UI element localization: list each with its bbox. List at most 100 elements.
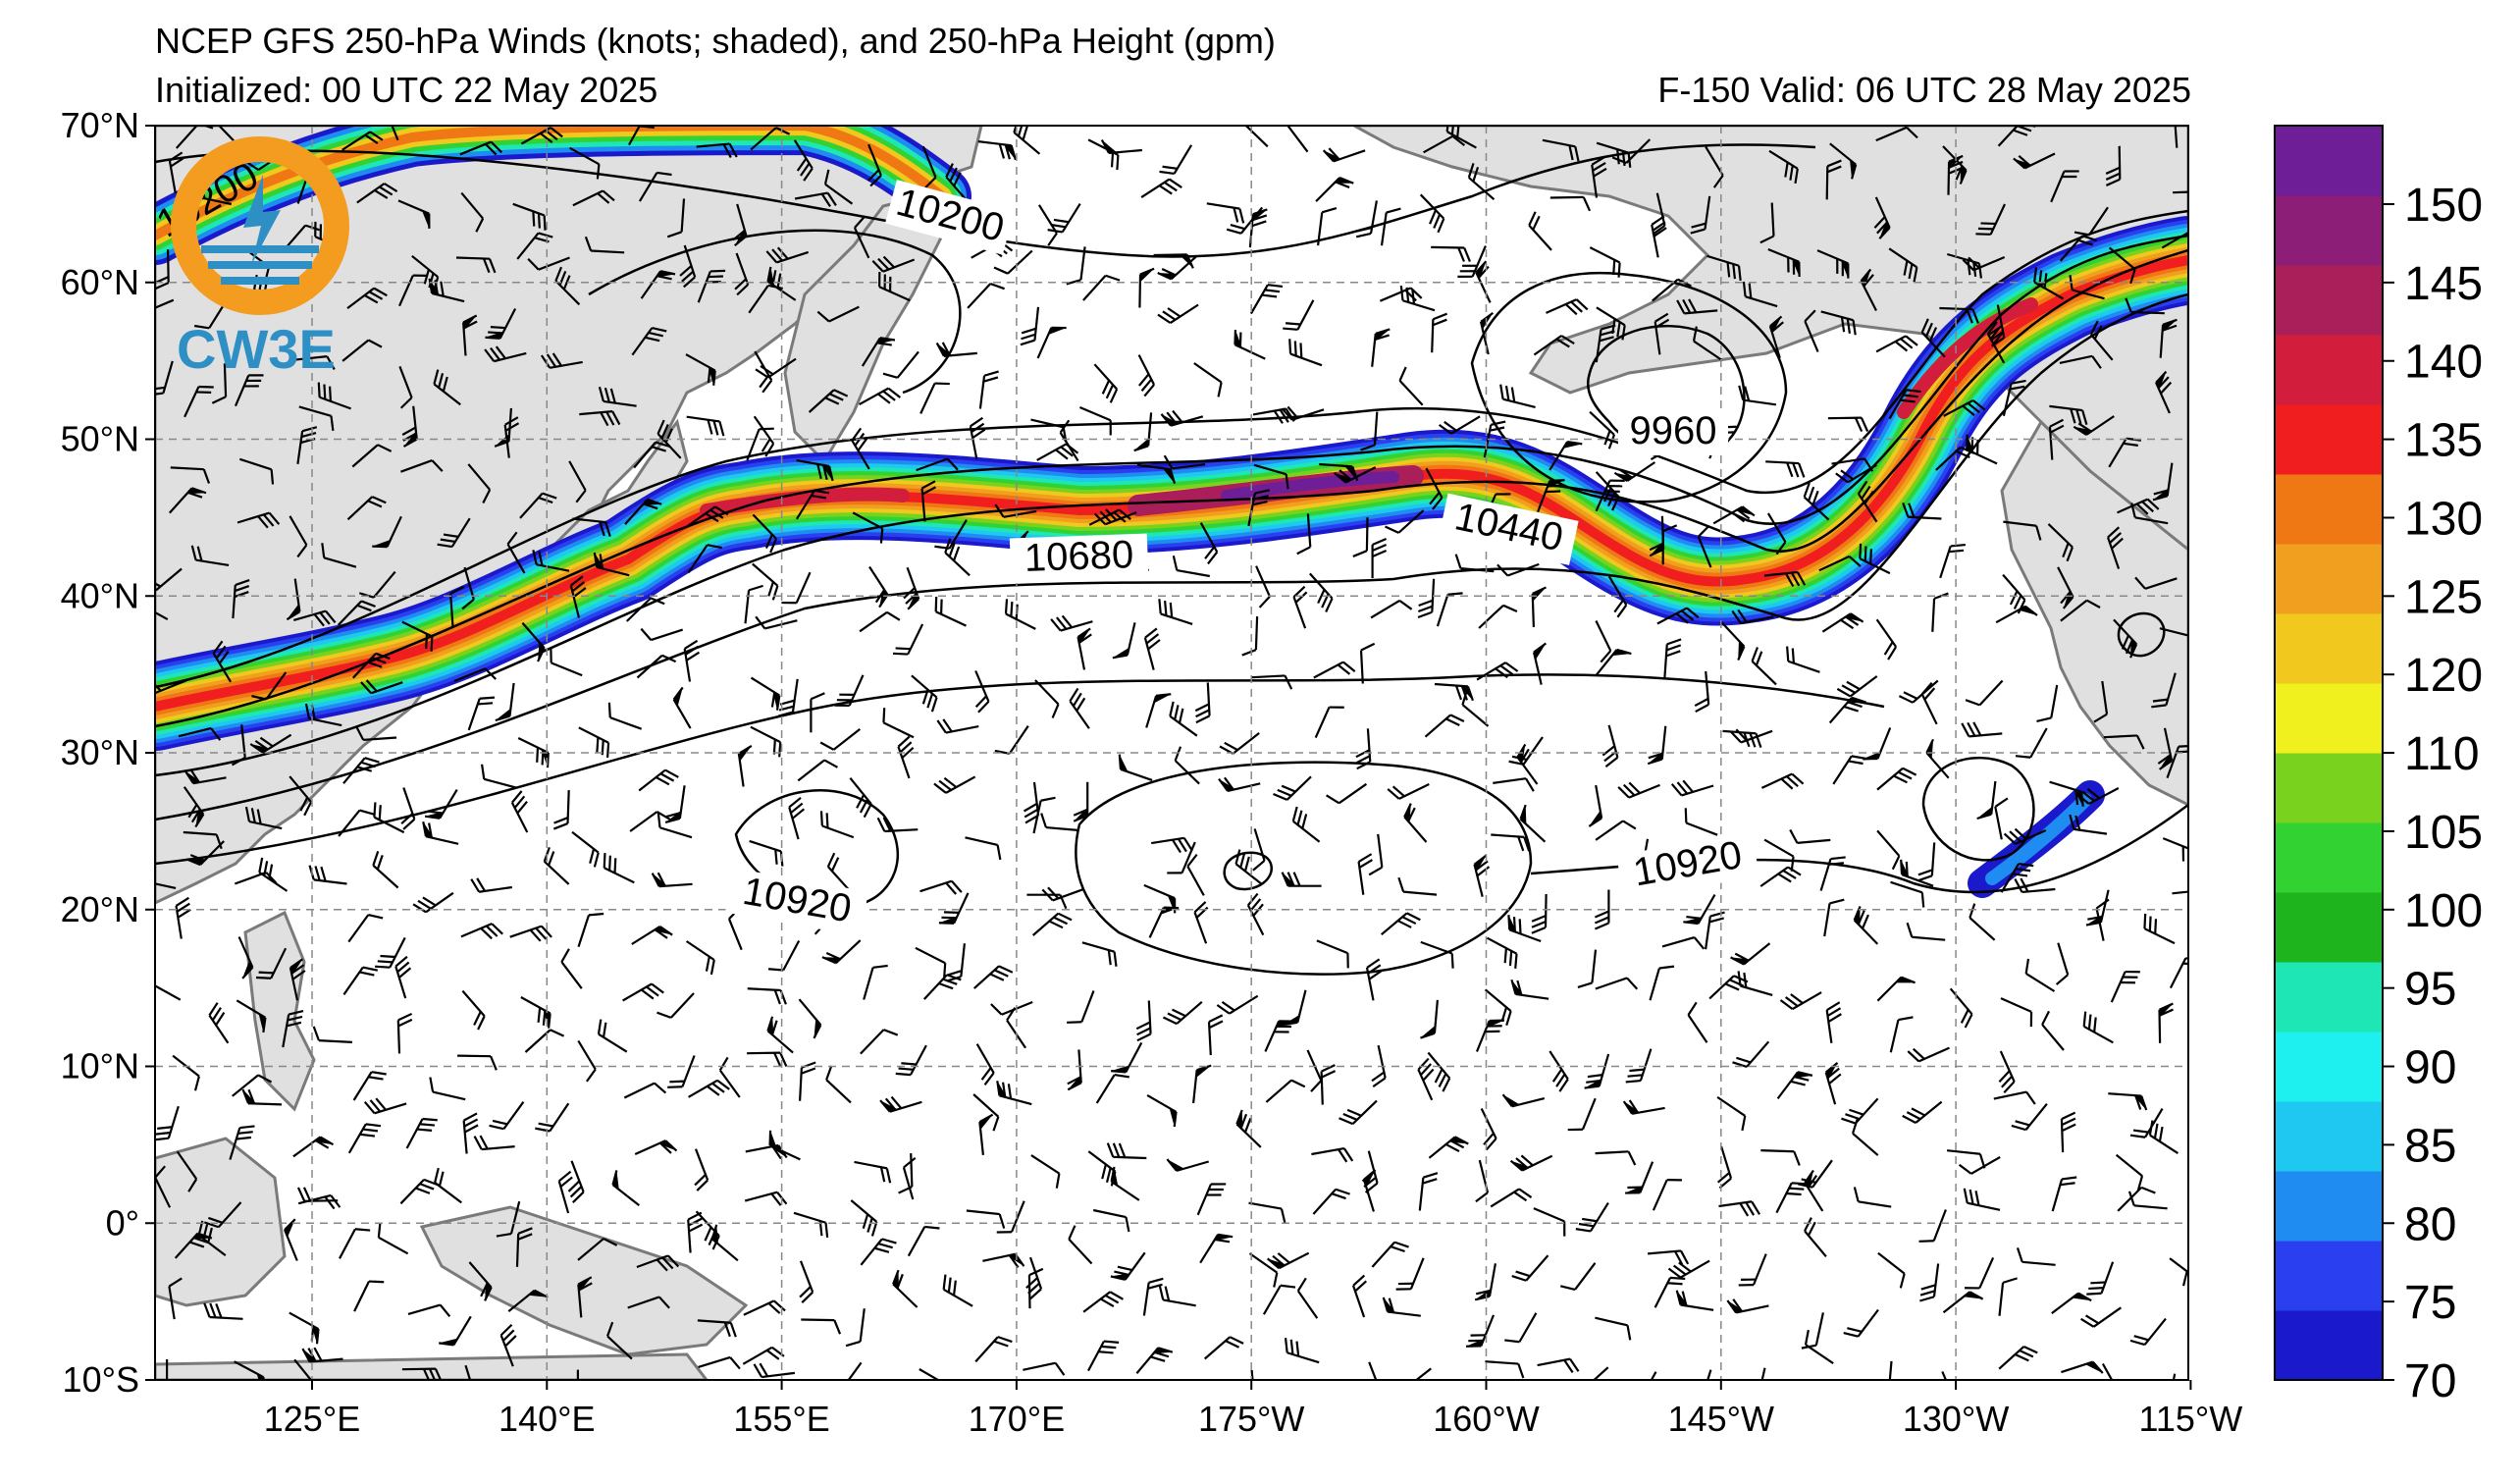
wind-barb xyxy=(750,676,781,711)
wind-barb xyxy=(1313,661,1356,679)
wind-barb xyxy=(1467,163,1496,201)
wind-barb xyxy=(292,609,337,627)
wind-barb xyxy=(902,1156,917,1200)
wind-barb xyxy=(1875,618,1898,661)
wind-barb xyxy=(746,427,774,461)
wind-barb xyxy=(396,1012,413,1054)
wind-barb xyxy=(155,879,177,889)
wind-barb xyxy=(251,671,288,701)
wind-barb xyxy=(781,571,812,605)
wind-barb xyxy=(1652,1179,1682,1211)
wind-barb xyxy=(1542,138,1580,162)
wind-barb xyxy=(2166,744,2188,778)
wind-barb xyxy=(1255,565,1271,609)
wind-barb xyxy=(2159,627,2188,638)
wind-barb xyxy=(1537,1357,1580,1373)
wind-barb xyxy=(1417,1057,1435,1101)
lat-tick-label: 10°S xyxy=(63,1359,139,1400)
wind-barb xyxy=(1159,144,1193,176)
wind-barb xyxy=(882,708,915,739)
wind-barb xyxy=(623,1082,667,1099)
wind-barb xyxy=(579,410,621,427)
wind-barb xyxy=(1595,648,1632,676)
wind-barb xyxy=(2130,503,2169,525)
wind-barb xyxy=(1533,335,1575,356)
wind-barb xyxy=(871,255,916,273)
wind-barb xyxy=(1296,513,1312,556)
colorbar-tick-label: 90 xyxy=(2404,1042,2456,1094)
lat-tick-label: 40°N xyxy=(61,575,139,615)
wind-barb xyxy=(1549,195,1592,212)
wind-barb xyxy=(244,806,283,830)
wind-barb xyxy=(212,640,233,683)
wind-barb xyxy=(996,1081,1032,1106)
colorbar-bin xyxy=(2275,1310,2383,1381)
wind-barb xyxy=(1776,1071,1813,1100)
wind-barb xyxy=(1251,674,1293,690)
wind-barb xyxy=(1088,508,1131,526)
wind-barb xyxy=(1162,1000,1203,1026)
wind-barb xyxy=(560,948,583,989)
wind-barb xyxy=(1067,990,1095,1024)
wind-barb xyxy=(347,914,384,943)
wind-barb xyxy=(1875,126,1918,142)
wind-barb xyxy=(1823,898,1845,937)
wind-barb xyxy=(1203,1336,1244,1360)
wind-barb xyxy=(461,989,486,1031)
wind-barb xyxy=(293,1358,317,1380)
wind-barb xyxy=(183,786,205,828)
wind-barb xyxy=(1639,1371,1657,1380)
wind-barb xyxy=(1248,1252,1279,1288)
wind-barb xyxy=(249,733,292,754)
wind-barb xyxy=(895,1044,927,1077)
wind-barb xyxy=(405,1117,438,1149)
wind-barb xyxy=(919,382,950,414)
contour-label: 10680 xyxy=(1024,533,1134,580)
wind-barb xyxy=(1697,525,1712,568)
jet-core xyxy=(1221,471,1399,502)
logo-ring-icon xyxy=(171,136,349,315)
wind-barb xyxy=(860,1238,897,1266)
wind-barb xyxy=(363,1097,407,1115)
wind-barb xyxy=(1825,1001,1842,1043)
wind-barb xyxy=(1092,1208,1130,1233)
wind-barb xyxy=(640,270,676,299)
wind-barb xyxy=(1499,384,1536,408)
wind-barb xyxy=(569,575,587,618)
colorbar-bin xyxy=(2275,892,2383,963)
wind-barb xyxy=(2155,370,2173,414)
wind-barb xyxy=(437,517,471,549)
wind-barb xyxy=(975,1043,995,1086)
wind-barb xyxy=(398,366,413,409)
wind-barb xyxy=(1528,211,1552,251)
wind-barb xyxy=(1312,1188,1350,1215)
wind-barb xyxy=(515,1227,533,1267)
wind-barb xyxy=(752,513,778,554)
wind-barb xyxy=(1314,706,1344,739)
wind-barb xyxy=(1419,193,1445,234)
wind-barb xyxy=(1157,255,1197,281)
wind-barb xyxy=(1483,420,1506,458)
wind-barb xyxy=(577,1238,618,1261)
wind-barb xyxy=(1683,894,1716,926)
lat-tick-label: 20°N xyxy=(61,889,139,929)
wind-barb xyxy=(1425,467,1444,510)
wind-barb xyxy=(1919,1263,1940,1302)
wind-barb xyxy=(688,1079,730,1098)
wind-barb xyxy=(1034,679,1060,718)
wind-barb xyxy=(237,936,254,980)
wind-barb xyxy=(1082,274,1121,301)
wind-barb xyxy=(1963,1188,2001,1211)
wind-barb xyxy=(996,1200,1025,1234)
lon-tick-label: 140°E xyxy=(499,1399,595,1439)
wind-barb xyxy=(2161,230,2188,249)
wind-barb xyxy=(1887,1360,1893,1380)
wind-barb xyxy=(584,236,625,254)
wind-barb xyxy=(1943,398,1986,417)
wind-barb xyxy=(2024,958,2056,992)
wind-barb xyxy=(1418,1172,1439,1211)
wind-barb xyxy=(1333,466,1377,484)
wind-barb xyxy=(289,775,313,817)
wind-barb xyxy=(1262,1284,1296,1315)
